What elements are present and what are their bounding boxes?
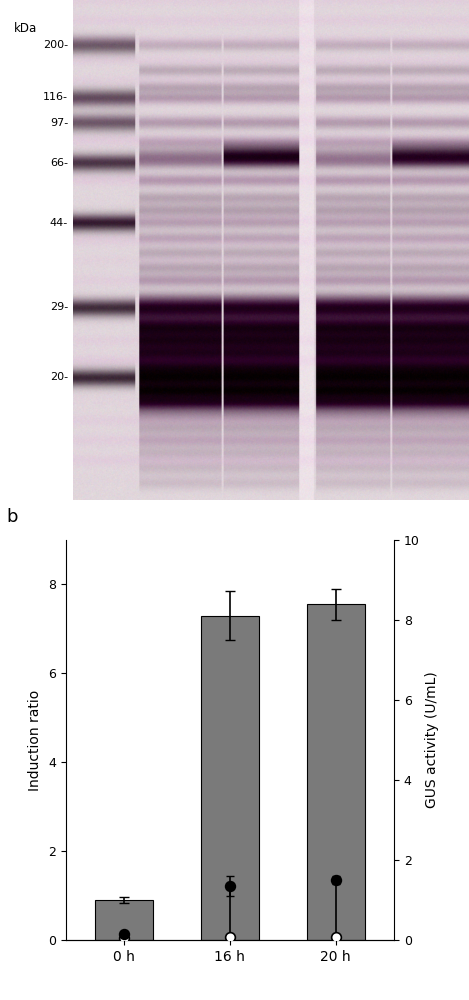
Bar	[201, 616, 259, 940]
Text: 29-: 29-	[50, 302, 68, 312]
Text: 97-: 97-	[50, 117, 68, 127]
Bar	[307, 604, 365, 940]
Y-axis label: Induction ratio: Induction ratio	[29, 689, 42, 791]
Text: kDa: kDa	[14, 22, 38, 35]
Text: 116-: 116-	[43, 93, 68, 103]
Y-axis label: GUS activity (U/mL): GUS activity (U/mL)	[425, 672, 439, 808]
Bar	[95, 900, 153, 940]
Text: b: b	[7, 508, 18, 526]
Text: 44-: 44-	[50, 218, 68, 228]
Text: 20-: 20-	[50, 372, 68, 382]
Text: 200-: 200-	[43, 40, 68, 50]
Text: 66-: 66-	[50, 157, 68, 167]
